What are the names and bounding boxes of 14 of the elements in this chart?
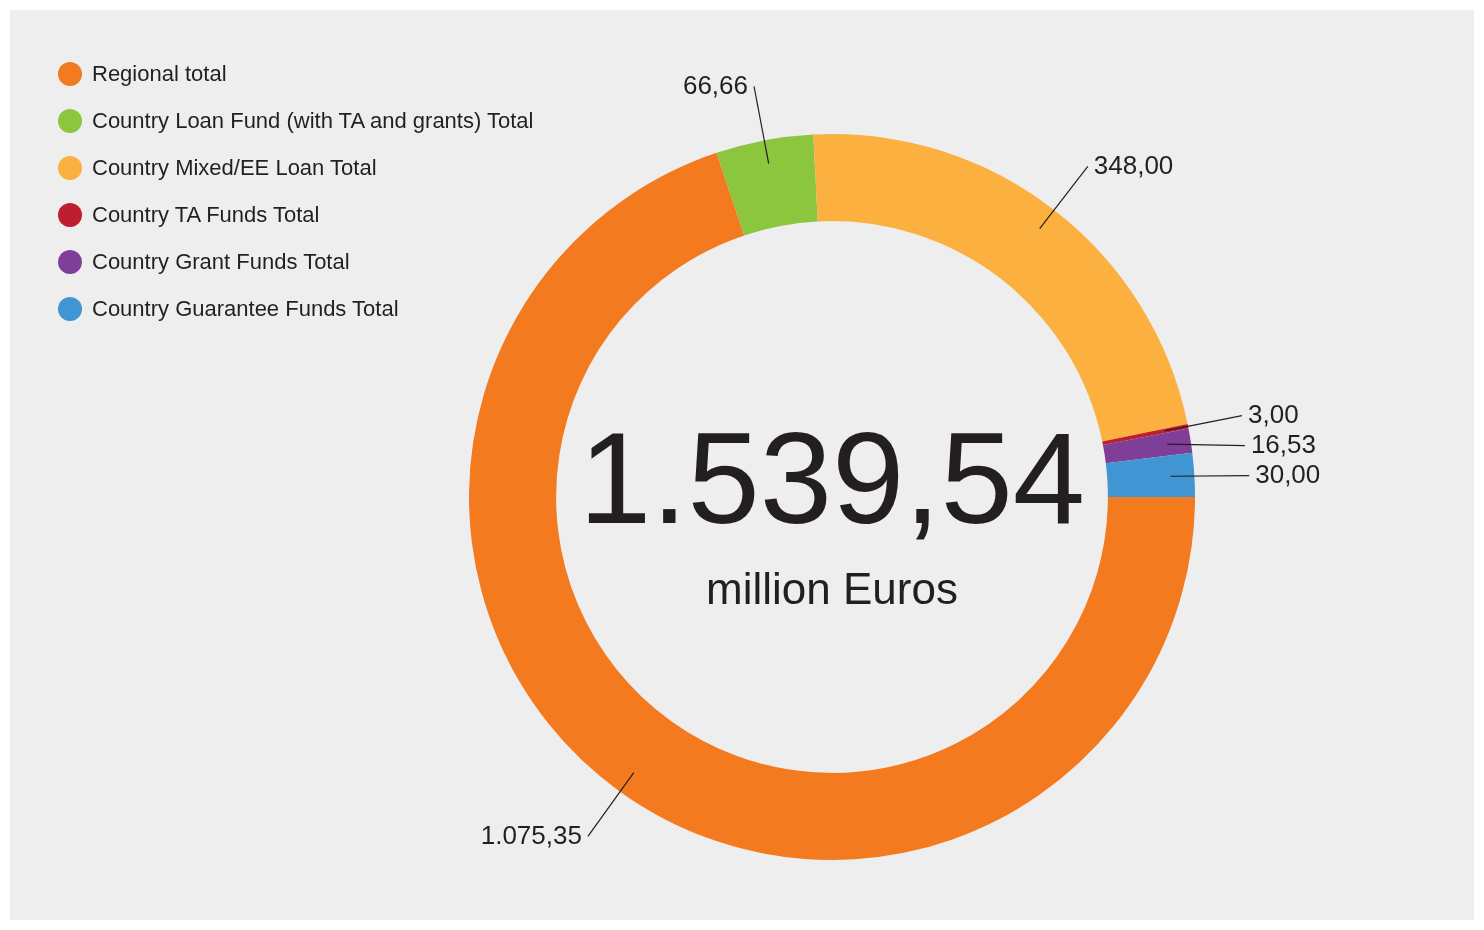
text: 1.539,54: [578, 404, 1086, 551]
legend-label: Regional total: [92, 60, 227, 87]
data-label: 66,66: [682, 69, 749, 100]
legend-label: Country TA Funds Total: [92, 201, 320, 228]
data-label: 1.075,35: [480, 819, 582, 850]
legend-label: Country Guarantee Funds Total: [92, 295, 399, 322]
text: million Euros: [706, 564, 958, 614]
legend-label: Country Grant Funds Total: [92, 248, 350, 275]
data-label: 16,53: [1250, 428, 1316, 459]
legend-label: Country Loan Fund (with TA and grants) Total: [92, 107, 534, 134]
data-label: 3,00: [1248, 398, 1299, 429]
data-label: 348,00: [1093, 149, 1174, 180]
data-label: 30,00: [1255, 458, 1321, 489]
legend-label: Country Mixed/EE Loan Total: [92, 154, 377, 181]
